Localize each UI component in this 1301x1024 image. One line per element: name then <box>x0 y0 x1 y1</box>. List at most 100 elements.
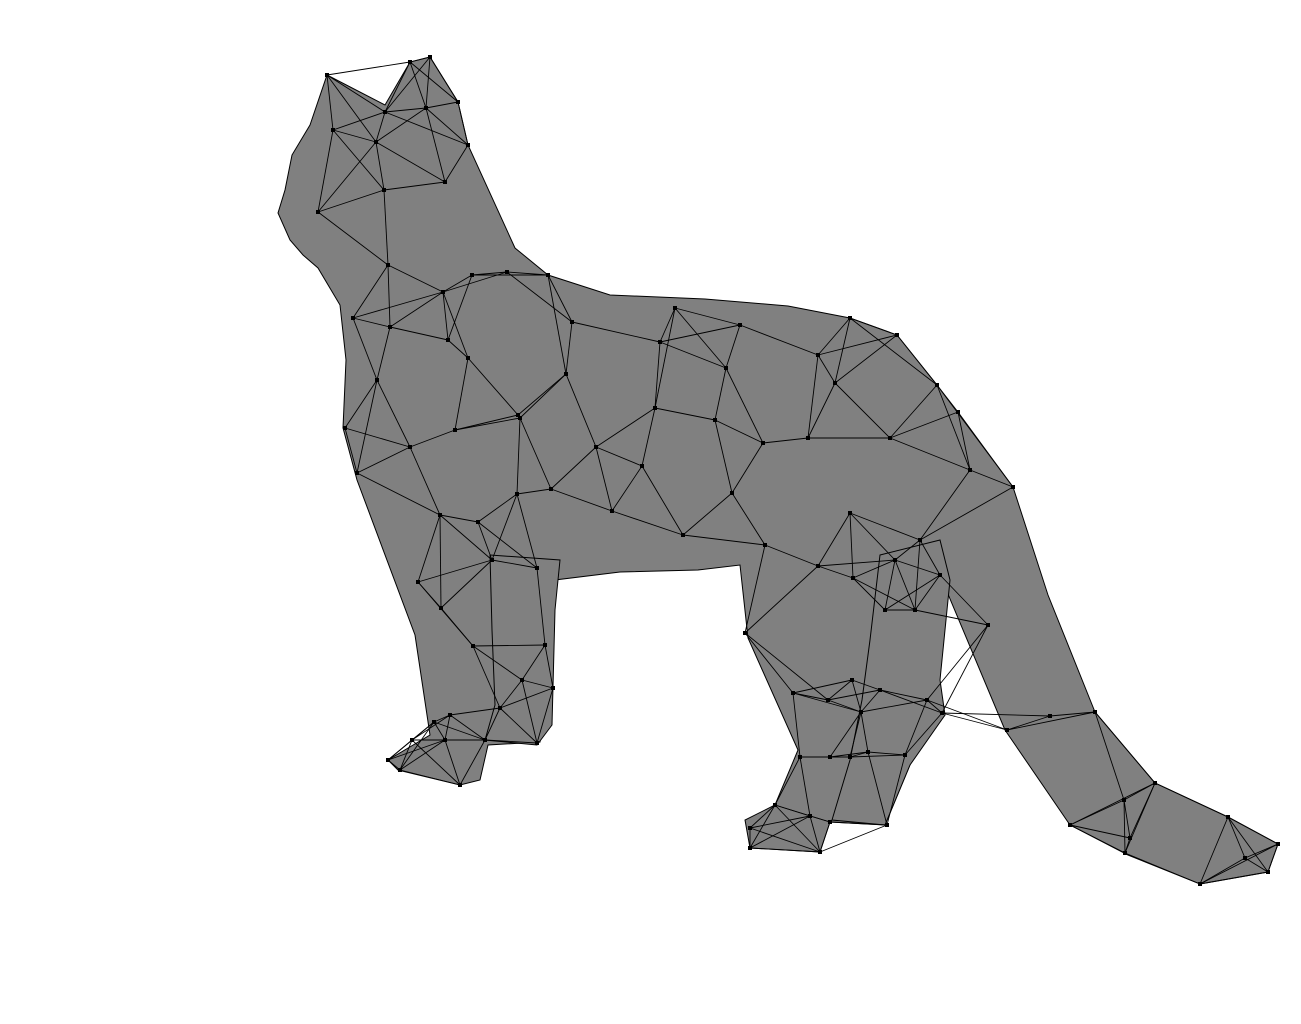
mesh-edge <box>817 559 896 567</box>
mesh-vertex <box>498 706 502 710</box>
mesh-edge <box>491 559 538 569</box>
mesh-edge <box>884 559 896 611</box>
mesh-vertex <box>640 464 644 468</box>
mesh-vertex <box>331 128 335 132</box>
mesh-edge <box>1227 816 1246 859</box>
mesh-vertex <box>432 720 436 724</box>
mesh-edge <box>317 211 389 266</box>
mesh-edge <box>1006 715 1051 731</box>
mesh-edge <box>1199 857 1246 885</box>
mesh-edges <box>317 56 1279 885</box>
mesh-edge <box>829 751 869 758</box>
mesh-edge <box>957 411 971 471</box>
mesh-edge <box>417 559 493 583</box>
mesh-vertex <box>848 316 852 320</box>
mesh-vertex <box>1005 728 1009 732</box>
mesh-vertex <box>483 738 487 742</box>
mesh-edge <box>332 129 385 191</box>
mesh-edge <box>447 274 473 341</box>
mesh-edge <box>550 488 613 512</box>
mesh-edge <box>399 769 461 786</box>
mesh-edge <box>433 721 486 741</box>
mesh-vertex <box>806 436 810 440</box>
mesh-edge <box>654 307 676 409</box>
mesh-edge <box>860 711 869 753</box>
mesh-vertex <box>773 803 777 807</box>
mesh-vertex <box>918 538 922 542</box>
mesh-edge <box>1244 857 1269 873</box>
mesh-vertex <box>520 678 524 682</box>
mesh-edge <box>317 129 334 213</box>
mesh-edge <box>827 679 853 701</box>
mesh-edge <box>894 559 916 611</box>
mesh-edge <box>344 427 411 448</box>
mesh-edge <box>506 271 573 323</box>
mesh-edge <box>409 56 431 63</box>
mesh-edge <box>499 707 538 744</box>
mesh-edge <box>851 679 862 713</box>
mesh-edge <box>889 411 959 439</box>
mesh-vertex <box>448 713 452 717</box>
mesh-edge <box>817 334 898 356</box>
mesh-vertex <box>833 381 837 385</box>
mesh-edge <box>641 407 656 467</box>
mesh-vertex <box>355 471 359 475</box>
mesh-vertex <box>791 691 795 695</box>
mesh-vertex <box>681 533 685 537</box>
mesh-edge <box>1049 711 1096 717</box>
mesh-edge <box>409 446 441 516</box>
mesh-edge <box>849 317 938 386</box>
mesh-vertex <box>471 644 475 648</box>
mesh-vertex <box>535 741 539 745</box>
mesh-vertex <box>848 511 852 515</box>
mesh-edge <box>849 512 921 541</box>
mesh-edge <box>516 488 552 495</box>
mesh-vertex <box>490 558 494 562</box>
mesh-edge <box>919 469 971 541</box>
mesh-edge <box>571 321 661 343</box>
mesh-edge <box>516 417 521 495</box>
mesh-edge <box>447 339 469 359</box>
mesh-edge <box>725 367 764 444</box>
mesh-edge <box>536 567 546 646</box>
mesh-edge <box>896 334 938 386</box>
mesh-edge <box>411 714 451 741</box>
mesh-edge <box>356 472 441 516</box>
mesh-edge <box>383 189 389 266</box>
mesh-edge <box>860 689 881 713</box>
mesh-edge <box>384 61 411 113</box>
mesh-edge <box>860 699 928 713</box>
mesh-vertex <box>516 413 520 417</box>
mesh-vertex <box>505 270 509 274</box>
mesh-edge <box>799 756 811 817</box>
mesh-edge <box>411 739 461 786</box>
mesh-vertex <box>878 688 882 692</box>
mesh-vertex <box>325 73 329 77</box>
mesh-edge <box>834 317 851 384</box>
mesh-edge <box>674 307 727 369</box>
mesh-edge <box>739 324 819 356</box>
mesh-edge <box>565 321 573 375</box>
mesh-edge <box>886 754 906 826</box>
mesh-vertex <box>763 543 767 547</box>
mesh-vertex <box>738 323 742 327</box>
mesh-edge <box>941 712 1051 717</box>
mesh-edge <box>491 493 518 561</box>
mesh-edge <box>682 534 766 546</box>
mesh-vertex <box>515 492 519 496</box>
mesh-vertex <box>594 445 598 449</box>
mesh-edge <box>817 317 851 356</box>
mesh-edge <box>387 264 391 328</box>
mesh-edge <box>1154 782 1229 818</box>
mesh-edge <box>417 514 441 583</box>
mesh-edge <box>352 317 378 381</box>
mesh-vertex <box>986 623 990 627</box>
mesh-vertex <box>476 520 480 524</box>
mesh-edge <box>849 512 896 561</box>
mesh-edge <box>375 141 385 191</box>
mesh-vertex <box>408 445 412 449</box>
mesh-edge <box>442 291 449 341</box>
mesh-edge <box>867 751 888 826</box>
mesh-vertex <box>851 576 855 580</box>
mesh-edge <box>852 577 916 611</box>
